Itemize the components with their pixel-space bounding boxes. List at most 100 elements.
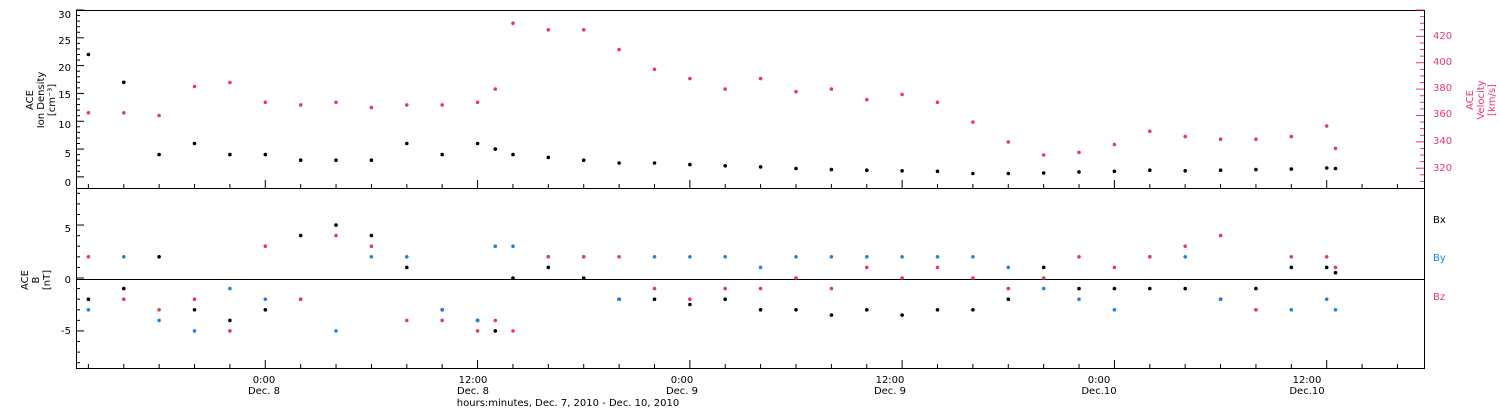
by-point	[405, 254, 409, 259]
panel1-right-title-line: Velocity	[1476, 80, 1487, 119]
bx-point	[1183, 286, 1187, 291]
ion-density-point	[1183, 169, 1187, 173]
bx-point	[581, 276, 586, 280]
bx-point	[369, 233, 374, 238]
bz-point	[652, 286, 657, 291]
ion-density-point	[971, 171, 975, 176]
bz-point	[723, 286, 727, 291]
ion-density-point	[1218, 168, 1223, 172]
velocity-point	[688, 76, 692, 81]
bz-point	[298, 297, 303, 302]
panel1-left-title-line: [cm⁻³]	[47, 84, 58, 116]
by-point	[1183, 254, 1187, 259]
bx-point	[1006, 297, 1011, 302]
panel1-left-axis-title: ACE Ion Density [cm⁻³]	[25, 72, 58, 129]
bz-point	[1077, 254, 1081, 259]
bx-point	[1041, 265, 1046, 270]
panel1-right-tick-label: 380	[1433, 83, 1452, 94]
by-point	[192, 329, 197, 333]
velocity-point	[1289, 134, 1294, 139]
x-axis-title: hours:minutes, Dec. 7, 2010 - Dec. 10, 2…	[457, 398, 679, 409]
ion-density-point	[493, 147, 498, 151]
ion-density-point	[723, 164, 727, 168]
panel1-frame	[76, 10, 1425, 189]
bz-point	[334, 233, 338, 238]
by-point	[228, 286, 232, 291]
velocity-point	[440, 103, 445, 107]
ion-density-point	[1041, 171, 1046, 175]
velocity-point	[1006, 140, 1011, 144]
bx-point	[794, 308, 798, 312]
bz-point	[617, 254, 621, 259]
legend-bx: Bx	[1433, 215, 1446, 226]
bx-point	[493, 329, 498, 333]
velocity-point	[405, 103, 409, 107]
panel1-left-title-line: Ion Density	[36, 72, 47, 129]
bx-point	[1289, 265, 1294, 270]
x-tick-time: 0:00	[671, 375, 693, 386]
bx-point	[263, 308, 268, 312]
ion-density-point	[758, 165, 763, 169]
ion-density-point	[405, 141, 409, 146]
by-point	[865, 254, 869, 259]
bz-point	[1148, 254, 1152, 259]
panel2-left-title-line: ACE	[20, 270, 31, 290]
x-tick-date: Dec. 8	[248, 386, 280, 397]
velocity-point	[122, 111, 126, 115]
bz-point	[688, 297, 692, 302]
by-point	[617, 297, 621, 302]
bz-point	[900, 276, 904, 280]
by-point	[157, 318, 161, 323]
ion-density-point	[369, 158, 374, 162]
ion-density-point	[298, 158, 303, 162]
bx-point	[688, 302, 692, 307]
bz-point	[1112, 265, 1117, 270]
panel2-left-tick-label: 0	[65, 275, 71, 286]
panel1-right-tick-label: 360	[1433, 109, 1452, 120]
ion-density-point	[794, 166, 798, 171]
by-point	[652, 254, 657, 259]
ion-density-point	[865, 168, 869, 172]
bz-point	[157, 308, 161, 312]
bz-point	[758, 286, 763, 291]
by-point	[475, 318, 480, 323]
bx-point	[900, 313, 904, 317]
panel1-left-tick-label: 10	[58, 120, 71, 131]
data-points	[86, 21, 1338, 333]
velocity-point	[192, 84, 197, 89]
bx-point	[122, 286, 126, 291]
by-point	[122, 254, 126, 259]
velocity-point	[723, 87, 727, 91]
by-point	[334, 329, 338, 333]
velocity-point	[794, 89, 798, 94]
bz-point	[1006, 286, 1011, 291]
bx-point	[334, 223, 338, 227]
velocity-point	[1077, 150, 1081, 155]
legend-by: By	[1433, 253, 1446, 264]
by-point	[1324, 297, 1329, 302]
panel1-left-tick-label: 15	[58, 90, 71, 101]
bz-point	[122, 297, 126, 302]
bx-point	[192, 308, 197, 312]
bx-point	[723, 297, 727, 302]
velocity-point	[298, 103, 303, 107]
bx-point	[405, 265, 409, 270]
bz-point	[263, 244, 268, 248]
velocity-point	[369, 105, 374, 110]
legend-bz: Bz	[1433, 292, 1445, 303]
bz-point	[1218, 233, 1223, 238]
bz-point	[935, 265, 940, 270]
ion-density-point	[1324, 166, 1329, 170]
velocity-point	[971, 120, 975, 124]
panel1-left-title-line: ACE	[25, 90, 36, 110]
by-point	[440, 308, 445, 312]
ion-density-point	[1289, 167, 1294, 171]
bz-point	[493, 318, 498, 323]
ion-density-point	[157, 152, 161, 157]
by-point	[758, 265, 763, 270]
bz-point	[1333, 265, 1338, 270]
velocity-point	[1148, 129, 1152, 134]
x-tick-date: Dec. 9	[874, 386, 906, 397]
velocity-point	[935, 100, 940, 105]
panel2-left-tick-label: -5	[61, 326, 71, 337]
